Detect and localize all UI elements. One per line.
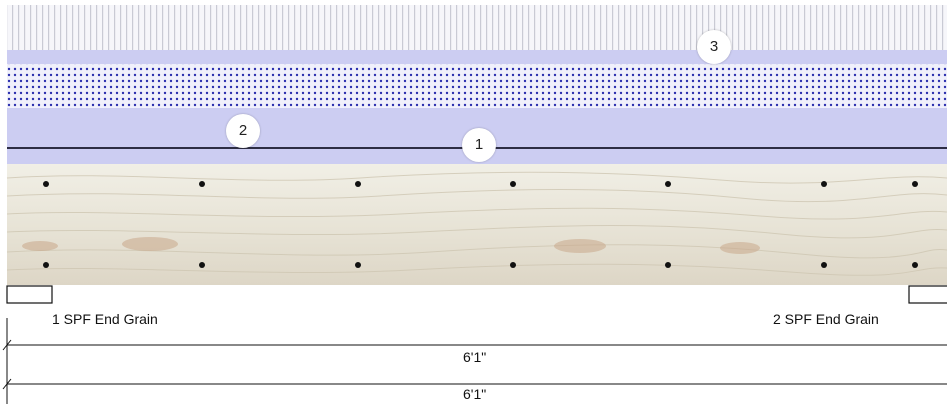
left-end-grain-label: 1 SPF End Grain	[52, 311, 158, 327]
left-end-grain-box	[6, 285, 53, 304]
callout-1: 1	[462, 128, 496, 162]
dimension-label-2: 6'1"	[463, 386, 487, 402]
wood-grain	[6, 171, 947, 276]
wood-knots	[22, 237, 760, 254]
right-end-grain-box	[908, 285, 947, 304]
callout-2: 2	[226, 114, 260, 148]
dimension-label-1: 6'1"	[463, 349, 487, 365]
siding-layer	[7, 5, 947, 50]
dotted-insulation-layer	[7, 64, 947, 108]
wood-layer	[7, 164, 947, 285]
right-end-grain-label: 2 SPF End Grain	[773, 311, 879, 327]
dimension-tick-1	[2, 339, 12, 351]
callout-3: 3	[697, 30, 731, 64]
dimension-tick-2	[2, 378, 12, 390]
fasteners	[43, 181, 918, 268]
